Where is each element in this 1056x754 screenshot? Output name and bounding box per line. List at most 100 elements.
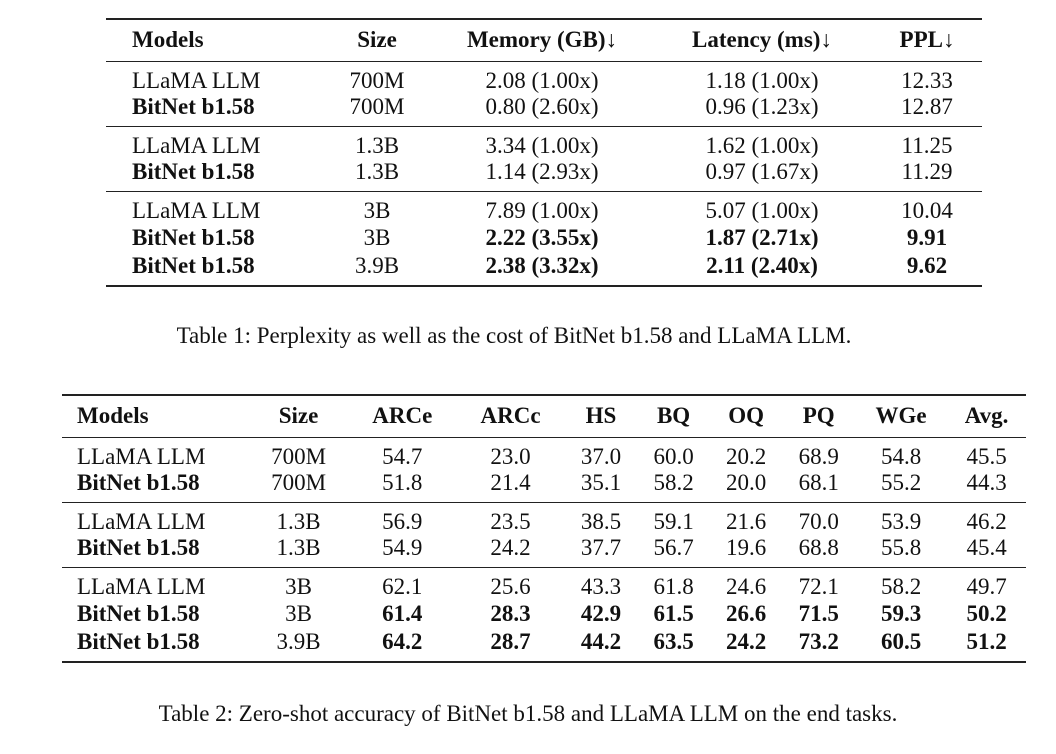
- header-pq: PQ: [782, 394, 856, 438]
- score-arcc: 25.6: [490, 573, 531, 599]
- score-hs: 35.1: [564, 469, 638, 503]
- score-bq: 63.5: [637, 628, 710, 663]
- model-size: 3B: [285, 573, 312, 599]
- table-perplexity-cost: Models Size Memory (GB)↓ Latency (ms)↓ P…: [106, 18, 982, 287]
- score-hs: 43.3: [580, 573, 622, 599]
- model-name: LLaMA LLM: [132, 67, 261, 93]
- latency-value: 1.18 (1.00x): [705, 67, 819, 93]
- score-bq: 60.0: [653, 443, 694, 469]
- latency-value: 0.96 (1.23x): [652, 93, 872, 127]
- model-name: LLaMA LLM: [77, 508, 206, 534]
- table-row: BitNet b1.58 3B 2.22 (3.55x) 1.87 (2.71x…: [106, 224, 982, 253]
- model-name: BitNet b1.58: [106, 93, 322, 127]
- score-arce: 64.2: [348, 628, 457, 663]
- score-arce: 54.7: [382, 443, 423, 469]
- memory-value: 0.80 (2.60x): [432, 93, 652, 127]
- table-row: BitNet b1.58 1.3B 54.9 24.2 37.7 56.7 19…: [62, 534, 1026, 568]
- table-group-1-3b: LLaMA LLM 1.3B 3.34 (1.00x) 1.62 (1.00x)…: [106, 126, 982, 192]
- score-bq: 61.8: [653, 573, 694, 599]
- header-latency: Latency (ms)↓: [652, 18, 872, 62]
- score-wge: 59.3: [880, 601, 922, 626]
- memory-value: 1.14 (2.93x): [432, 158, 652, 192]
- model-size: 3.9B: [322, 252, 432, 287]
- model-size: 700M: [271, 443, 327, 469]
- table-zero-shot-accuracy: Models Size ARCe ARCc HS BQ OQ PQ WGe Av…: [62, 394, 1026, 663]
- model-name: LLaMA LLM: [132, 197, 261, 223]
- score-arcc: 21.4: [456, 469, 565, 503]
- score-arce: 54.9: [348, 534, 457, 568]
- score-pq: 68.8: [782, 534, 856, 568]
- model-name: LLaMA LLM: [77, 573, 206, 599]
- score-bq: 58.2: [637, 469, 710, 503]
- score-wge: 53.9: [880, 508, 922, 534]
- table-row: LLaMA LLM 700M 2.08 (1.00x) 1.18 (1.00x)…: [106, 61, 982, 94]
- ppl-value: 11.29: [872, 158, 982, 192]
- table1-caption: Table 1: Perplexity as well as the cost …: [176, 323, 852, 348]
- header-hs: HS: [564, 394, 638, 438]
- table-row: BitNet b1.58 3B 61.4 28.3 42.9 61.5 26.6…: [62, 600, 1026, 629]
- score-avg: 45.5: [966, 443, 1007, 469]
- score-avg: 49.7: [966, 573, 1007, 599]
- score-arcc: 23.0: [490, 443, 531, 469]
- table-row: LLaMA LLM 3B 62.1 25.6 43.3 61.8 24.6 72…: [62, 567, 1026, 600]
- model-name: BitNet b1.58: [106, 158, 322, 192]
- score-wge: 58.2: [880, 573, 922, 599]
- score-pq: 71.5: [798, 601, 839, 626]
- model-size: 3B: [363, 225, 391, 250]
- table-header-row: Models Size ARCe ARCc HS BQ OQ PQ WGe Av…: [62, 394, 1026, 438]
- header-wge: WGe: [855, 394, 948, 438]
- table-row: BitNet b1.58 700M 0.80 (2.60x) 0.96 (1.2…: [106, 93, 982, 127]
- score-arcc: 24.2: [456, 534, 565, 568]
- model-name: BitNet b1.58: [132, 225, 255, 250]
- memory-value: 2.08 (1.00x): [485, 67, 599, 93]
- score-hs: 44.2: [564, 628, 638, 663]
- table-header-row: Models Size Memory (GB)↓ Latency (ms)↓ P…: [106, 18, 982, 62]
- score-arcc: 28.3: [490, 601, 531, 626]
- table-group-700m: LLaMA LLM 700M 2.08 (1.00x) 1.18 (1.00x)…: [106, 61, 982, 127]
- score-arce: 56.9: [382, 508, 423, 534]
- memory-value: 2.38 (3.32x): [432, 252, 652, 287]
- header-size: Size: [322, 18, 432, 62]
- model-name: BitNet b1.58: [62, 534, 249, 568]
- score-avg: 46.2: [966, 508, 1007, 534]
- score-oq: 19.6: [709, 534, 783, 568]
- score-avg: 51.2: [947, 628, 1026, 663]
- latency-value: 1.87 (2.71x): [705, 225, 819, 250]
- score-bq: 56.7: [637, 534, 710, 568]
- latency-value: 1.62 (1.00x): [705, 132, 819, 158]
- model-size: 700M: [349, 67, 405, 93]
- latency-value: 2.11 (2.40x): [652, 252, 872, 287]
- score-avg: 45.4: [947, 534, 1026, 568]
- score-wge: 55.8: [855, 534, 948, 568]
- score-oq: 20.0: [709, 469, 783, 503]
- score-hs: 37.0: [580, 443, 622, 469]
- table-row: LLaMA LLM 1.3B 3.34 (1.00x) 1.62 (1.00x)…: [106, 126, 982, 159]
- score-wge: 54.8: [880, 443, 922, 469]
- header-oq: OQ: [709, 394, 783, 438]
- score-oq: 21.6: [726, 508, 767, 534]
- score-avg: 50.2: [966, 601, 1007, 626]
- header-size: Size: [249, 394, 349, 438]
- header-memory: Memory (GB)↓: [432, 18, 652, 62]
- score-oq: 24.6: [726, 573, 767, 599]
- ppl-value: 11.25: [901, 132, 953, 158]
- header-arce: ARCe: [348, 394, 457, 438]
- score-pq: 70.0: [798, 508, 839, 534]
- score-pq: 68.1: [782, 469, 856, 503]
- table-group-700m: LLaMA LLM 700M 54.7 23.0 37.0 60.0 20.2 …: [62, 437, 1026, 503]
- model-name: BitNet b1.58: [77, 601, 200, 626]
- model-name: BitNet b1.58: [62, 628, 249, 663]
- score-arce: 62.1: [382, 573, 423, 599]
- memory-value: 2.22 (3.55x): [485, 225, 599, 250]
- table-row: BitNet b1.58 700M 51.8 21.4 35.1 58.2 20…: [62, 469, 1026, 503]
- score-pq: 72.1: [798, 573, 839, 599]
- table-group-3b: LLaMA LLM 3B 7.89 (1.00x) 5.07 (1.00x) 1…: [106, 191, 982, 287]
- score-hs: 38.5: [580, 508, 622, 534]
- model-name: BitNet b1.58: [62, 469, 249, 503]
- model-name: LLaMA LLM: [132, 132, 261, 158]
- model-size: 1.3B: [354, 132, 400, 158]
- model-size: 1.3B: [322, 158, 432, 192]
- header-ppl: PPL↓: [872, 18, 982, 62]
- score-bq: 61.5: [653, 601, 694, 626]
- table-row: LLaMA LLM 3B 7.89 (1.00x) 5.07 (1.00x) 1…: [106, 191, 982, 224]
